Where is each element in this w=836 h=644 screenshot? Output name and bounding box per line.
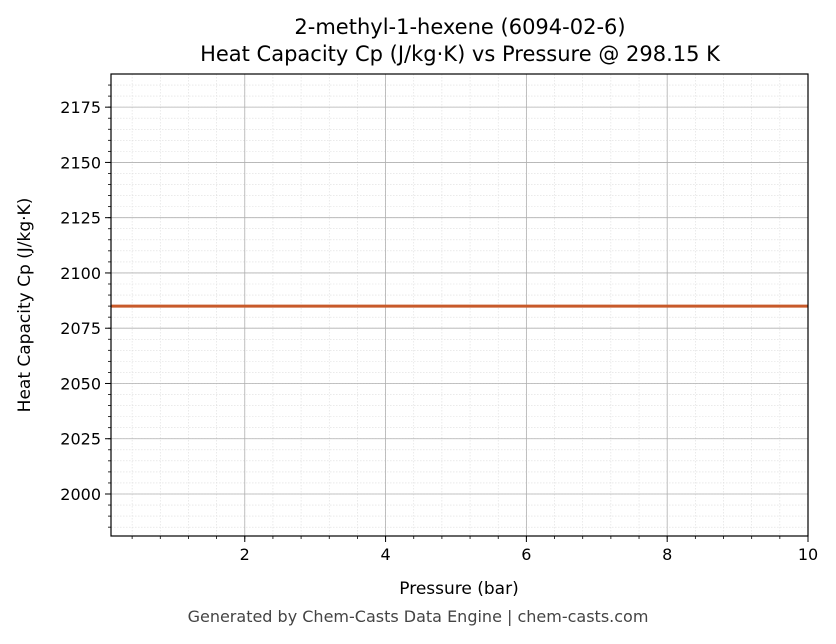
y-tick-label: 2075 bbox=[60, 319, 101, 338]
y-tick-label: 2000 bbox=[60, 485, 101, 504]
y-tick-label: 2150 bbox=[60, 153, 101, 172]
x-tick-label: 2 bbox=[240, 545, 250, 564]
tick-labels: 2 4 6 8 10 2000 2025 2050 2075 2100 2125 2150 2175 bbox=[60, 98, 818, 564]
x-tick-label: 4 bbox=[380, 545, 390, 564]
footer-credit: Generated by Chem-Casts Data Engine | ch… bbox=[187, 607, 649, 626]
axis-ticks bbox=[105, 84, 809, 542]
y-axis-label: Heat Capacity Cp (J/kg·K) bbox=[15, 198, 35, 413]
y-tick-label: 2100 bbox=[60, 264, 101, 283]
chart-subtitle: Heat Capacity Cp (J/kg·K) vs Pressure @ … bbox=[200, 42, 721, 66]
y-tick-label: 2050 bbox=[60, 374, 101, 393]
y-tick-label: 2025 bbox=[60, 430, 101, 449]
y-tick-label: 2125 bbox=[60, 209, 101, 228]
x-tick-label: 8 bbox=[662, 545, 672, 564]
chart-title: 2-methyl-1-hexene (6094-02-6) bbox=[294, 15, 625, 39]
x-tick-label: 6 bbox=[521, 545, 531, 564]
plot-frame bbox=[110, 73, 809, 537]
x-tick-label: 10 bbox=[798, 545, 818, 564]
y-tick-label: 2175 bbox=[60, 98, 101, 117]
x-axis-label: Pressure (bar) bbox=[399, 579, 518, 599]
